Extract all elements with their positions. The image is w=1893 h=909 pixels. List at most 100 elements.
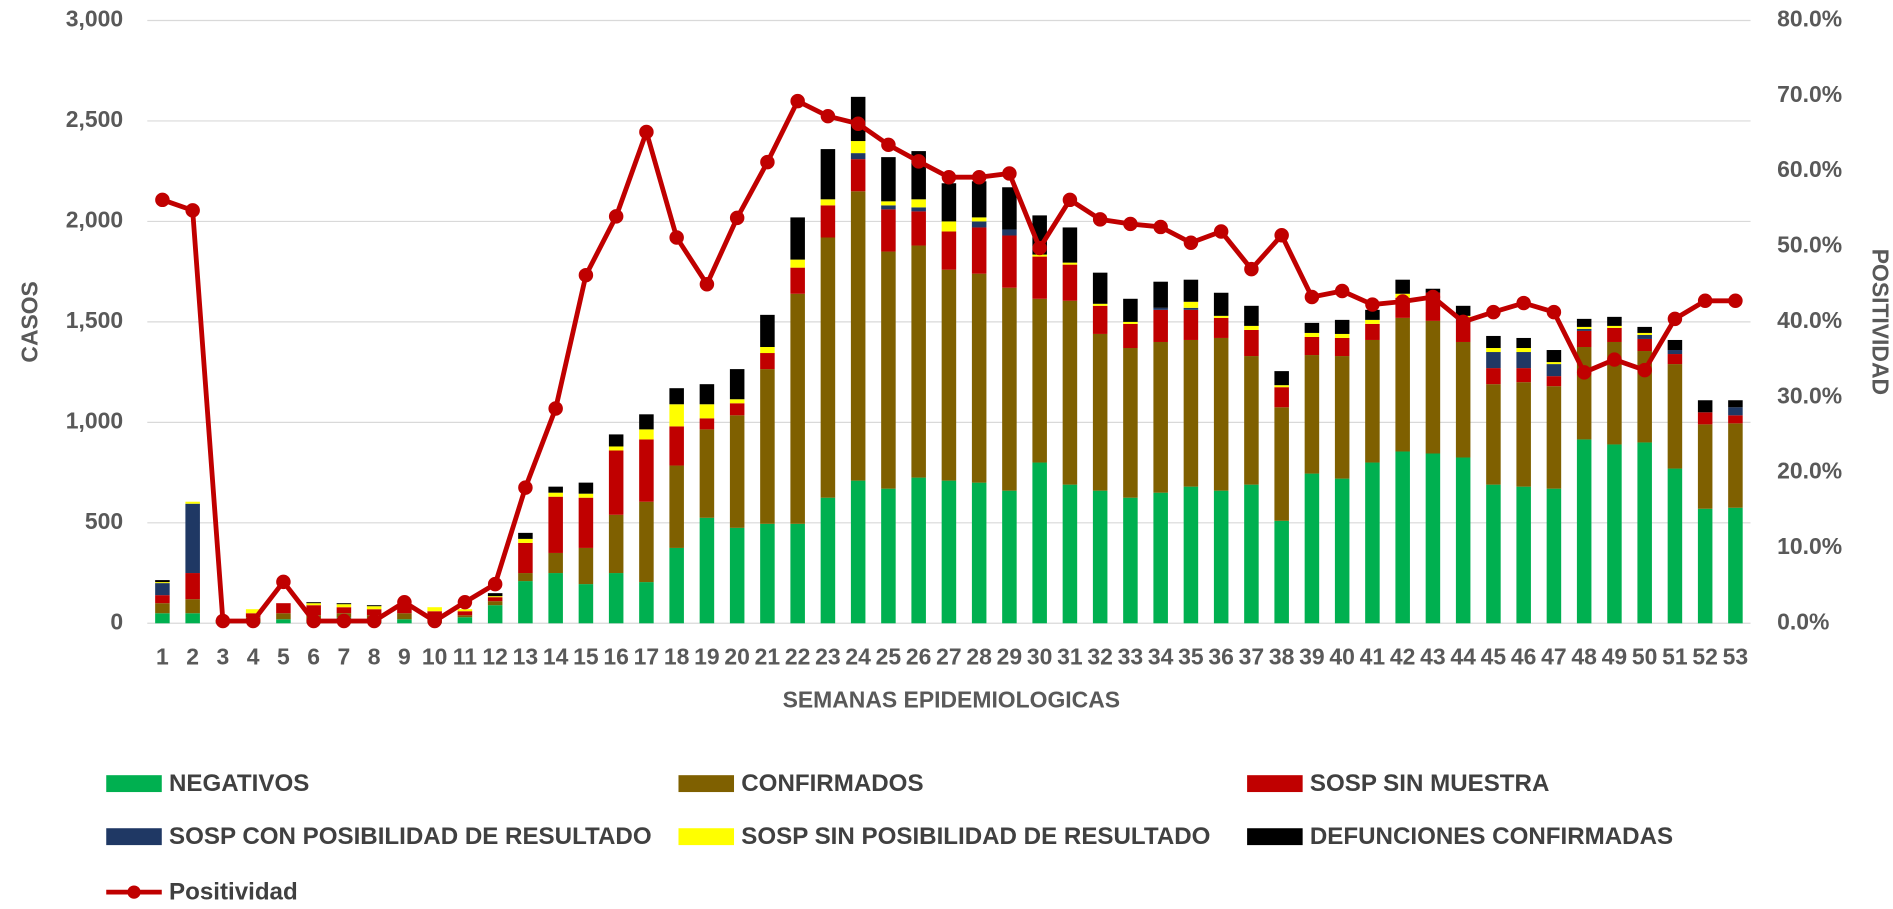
legend-swatch — [106, 775, 162, 793]
x-tick-label: 35 — [1178, 643, 1204, 669]
bar-segment — [1516, 348, 1531, 353]
bar-segment — [729, 527, 745, 624]
bar-segment — [1486, 368, 1501, 385]
x-tick-label: 43 — [1420, 643, 1446, 669]
bar-segment — [1516, 486, 1531, 624]
bar-segment — [1274, 387, 1289, 408]
bar-segment — [366, 605, 382, 607]
bar-segment — [820, 205, 836, 238]
line-marker — [608, 209, 624, 224]
y-tick-label: 0 — [110, 608, 123, 634]
x-tick-label: 46 — [1511, 643, 1537, 669]
bar-segment — [1092, 333, 1108, 491]
y2-tick-label: 50.0% — [1777, 232, 1842, 258]
x-tick-label: 42 — [1390, 643, 1416, 669]
bar-segment — [911, 199, 926, 208]
x-tick-label: 48 — [1571, 643, 1597, 669]
bar-segment — [881, 201, 896, 206]
bar-segment — [608, 450, 624, 515]
x-tick-label: 47 — [1541, 643, 1567, 669]
line-marker — [276, 574, 291, 590]
bar-segment — [1334, 478, 1350, 624]
line-marker — [1607, 352, 1622, 367]
bar-segment — [639, 439, 654, 502]
bar-segment — [760, 523, 775, 624]
bar-segment — [1728, 400, 1743, 408]
x-tick-label: 18 — [664, 643, 690, 669]
bar-segment — [1607, 341, 1622, 445]
bar-segment — [1244, 305, 1259, 326]
bar-segment — [1213, 315, 1229, 318]
bar-segment — [1637, 338, 1652, 352]
line-marker — [1425, 289, 1441, 305]
line-marker — [487, 576, 503, 592]
bar-segment — [548, 492, 563, 497]
bar-segment — [729, 399, 745, 404]
y-tick-label: 2,000 — [66, 206, 123, 232]
bar-segment — [185, 573, 200, 600]
line-marker — [215, 613, 231, 629]
line-marker — [1334, 283, 1350, 299]
bar-segment — [578, 493, 594, 498]
line-marker — [881, 137, 896, 153]
x-tick-label: 29 — [997, 643, 1023, 669]
x-tick-label: 17 — [634, 643, 660, 669]
line-marker — [1728, 293, 1743, 309]
bar-segment — [1667, 364, 1683, 469]
bar-segment — [971, 181, 987, 218]
bar-segment — [790, 523, 805, 624]
bar-segment — [1395, 451, 1410, 624]
bar-segment — [1183, 309, 1199, 340]
bar-segment — [1123, 298, 1138, 322]
bar-segment — [1546, 386, 1562, 489]
line-marker — [457, 594, 473, 610]
line-marker — [1395, 294, 1410, 309]
bar-segment — [336, 607, 352, 614]
bar-segment — [397, 607, 412, 614]
bar-segment — [1486, 348, 1501, 353]
line-marker — [699, 276, 715, 292]
bar-segment — [1304, 355, 1320, 474]
bar-segment — [1637, 332, 1652, 335]
bar-segment — [941, 183, 957, 222]
bar-segment — [155, 580, 170, 583]
bar-segment — [155, 595, 170, 604]
bar-segment — [306, 603, 321, 606]
bar-segment — [850, 480, 866, 624]
bar-segment — [457, 615, 473, 618]
bar-segment — [1123, 497, 1138, 624]
bar-segment — [1032, 254, 1047, 257]
bar-segment — [1123, 323, 1138, 349]
bar-segment — [1576, 326, 1592, 329]
legend-label: Positividad — [169, 879, 298, 906]
bar-segment — [1667, 350, 1683, 355]
bar-segment — [185, 613, 200, 624]
bar-segment — [669, 465, 684, 548]
bar-segment — [1455, 457, 1471, 624]
line-marker — [1516, 295, 1531, 311]
bar-segment — [1092, 303, 1108, 306]
bar-segment — [1607, 325, 1622, 328]
bar-segment — [1183, 307, 1199, 310]
bar-segment — [1002, 235, 1017, 288]
bar-segment — [1213, 292, 1229, 316]
line-marker — [1213, 224, 1229, 239]
line-marker — [1062, 192, 1078, 208]
x-tick-label: 33 — [1118, 643, 1144, 669]
bar-segment — [1637, 442, 1652, 624]
legend-label: SOSP SIN POSIBILIDAD DE RESULTADO — [741, 823, 1210, 850]
bar-segment — [608, 514, 624, 574]
bar-segment — [1546, 376, 1562, 387]
bar-segment — [578, 584, 594, 624]
bar-segment — [1062, 264, 1078, 301]
x-tick-label: 11 — [453, 643, 477, 669]
bar-segment — [1153, 307, 1168, 310]
bar-segment — [971, 227, 987, 274]
bar-segment — [1062, 484, 1078, 624]
legend-label: CONFIRMADOS — [741, 770, 923, 797]
bar-segment — [1516, 382, 1531, 487]
bar-segment — [427, 607, 442, 612]
line-marker — [760, 154, 775, 170]
line-marker — [669, 230, 684, 245]
